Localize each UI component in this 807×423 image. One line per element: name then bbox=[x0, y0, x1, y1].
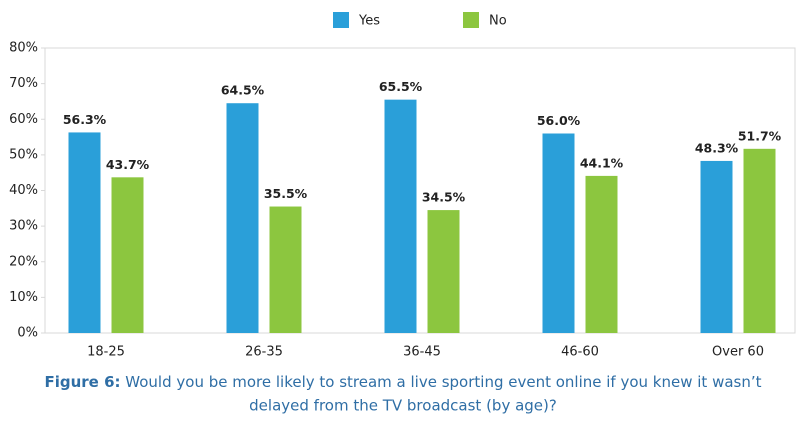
caption-text: Would you be more likely to stream a liv… bbox=[125, 373, 761, 391]
data-label: 44.1% bbox=[580, 155, 624, 170]
data-label: 48.3% bbox=[695, 140, 739, 155]
y-tick-label: 60% bbox=[9, 112, 38, 127]
bar bbox=[700, 160, 733, 333]
legend-label: Yes bbox=[358, 14, 380, 29]
bar bbox=[226, 103, 259, 333]
y-tick-label: 10% bbox=[9, 290, 38, 305]
bar bbox=[269, 206, 302, 333]
bar bbox=[427, 210, 460, 333]
plot-area bbox=[44, 47, 796, 334]
y-tick-label: 50% bbox=[9, 147, 38, 162]
data-label: 56.3% bbox=[63, 112, 107, 127]
legend-label: No bbox=[489, 14, 507, 29]
y-tick-label: 20% bbox=[9, 254, 38, 269]
data-label: 51.7% bbox=[738, 128, 782, 143]
data-label: 43.7% bbox=[106, 157, 150, 172]
x-tick-label: Over 60 bbox=[712, 345, 764, 360]
data-label: 56.0% bbox=[537, 113, 581, 128]
y-tick-label: 80% bbox=[9, 41, 38, 56]
y-tick-label: 40% bbox=[9, 183, 38, 198]
x-tick-label: 46-60 bbox=[561, 345, 599, 360]
y-tick-label: 70% bbox=[9, 76, 38, 91]
bar bbox=[542, 133, 575, 333]
legend-swatch bbox=[333, 12, 349, 28]
bar bbox=[585, 175, 618, 333]
data-label: 65.5% bbox=[379, 79, 423, 94]
x-tick-label: 18-25 bbox=[87, 345, 125, 360]
bar bbox=[743, 148, 776, 333]
data-label: 34.5% bbox=[422, 190, 466, 205]
data-label: 64.5% bbox=[221, 83, 265, 98]
bar bbox=[111, 177, 144, 333]
bar bbox=[384, 99, 417, 333]
y-tick-label: 30% bbox=[9, 219, 38, 234]
y-tick-label: 0% bbox=[17, 326, 38, 341]
legend-swatch bbox=[463, 12, 479, 28]
x-tick-label: 36-45 bbox=[403, 345, 441, 360]
data-label: 35.5% bbox=[264, 186, 308, 201]
x-tick-label: 26-35 bbox=[245, 345, 283, 360]
bar bbox=[68, 132, 101, 333]
caption-label: Figure 6: bbox=[44, 373, 120, 391]
caption-line: Figure 6: Would you be more likely to st… bbox=[44, 373, 761, 391]
caption-text: delayed from the TV broadcast (by age)? bbox=[249, 397, 557, 415]
